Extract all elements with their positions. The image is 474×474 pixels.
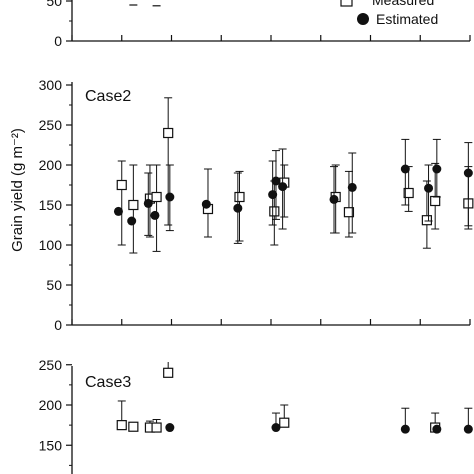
case3-measured-point [279,417,290,428]
legend-marker-estimated [357,13,369,25]
case3-estimated-point [165,423,175,433]
case1-y-tick-label: 50 [46,0,62,9]
case2-measured-point [430,195,441,207]
case2-y-tick-label: 300 [39,77,63,93]
case3-measured-point [116,420,127,431]
case2-estimated-point [432,164,442,174]
case2-estimated-point [271,176,281,186]
case2-y-tick-label: 250 [39,117,63,133]
case2-label: Case2 [85,88,131,105]
legend-label-estimated: Estimated [376,11,438,27]
legend-label-measured: Measured [372,0,434,8]
case3-measured-point [151,422,162,433]
case2-y-tick-label: 150 [39,197,63,213]
case2-y-tick-label: 100 [39,237,63,253]
case2-measured-point [269,206,280,217]
case2-estimated-point [127,216,137,226]
case2-estimated-point [278,182,288,192]
case2-measured-point [343,207,355,218]
case2-estimated-point [113,206,123,216]
case2-estimated-point [400,164,410,174]
case3-estimated-point [400,424,410,434]
case2-y-tick-label: 50 [46,277,62,293]
case2-estimated-point [347,182,357,192]
case2-estimated-point [424,183,434,193]
case3-estimated-point [271,423,281,433]
case2-measured-point [128,199,139,211]
legend: Measured Estimated [340,0,438,27]
case2-estimated-point [150,210,160,220]
case2-estimated-point [463,168,473,178]
case2-estimated-point [143,198,153,208]
case2-measured-point [151,191,162,203]
case3-estimated-point [432,424,442,434]
case2-estimated-point [233,203,243,213]
y-axis-label: Grain yield (g m⁻²) [9,128,26,252]
case2-estimated-point [201,199,211,209]
case1-y-tick-label: 0 [54,33,62,49]
legend-marker-measured [340,0,353,7]
case2-estimated-point [165,192,175,202]
case1-panel: 0 50 [46,0,471,49]
case3-estimated-point [463,424,473,434]
case2-measured-point [421,215,432,226]
case2-estimated-point [268,190,278,200]
case2-estimated-point [329,194,339,204]
case3-panel: 150 200 250 [39,357,473,474]
case3-y-tick-label: 150 [39,437,63,453]
case2-panel: 0 50 100 150 200 250 300 [39,77,474,333]
case3-y-tick-label: 250 [39,357,63,373]
case2-measured-point [116,179,127,191]
panels-layer: 0 50 0 50 100 150 200 250 300 150 200 250 [39,0,474,474]
case3-measured-point [128,421,139,432]
case2-measured-point [403,187,414,199]
case3-y-tick-label: 200 [39,397,63,413]
case2-measured-point [234,191,245,203]
case2-y-tick-label: 200 [39,157,63,173]
case2-y-tick-label: 0 [54,317,62,333]
case3-label: Case3 [85,374,131,391]
case3-measured-point [163,367,174,378]
case2-measured-point [163,127,174,139]
